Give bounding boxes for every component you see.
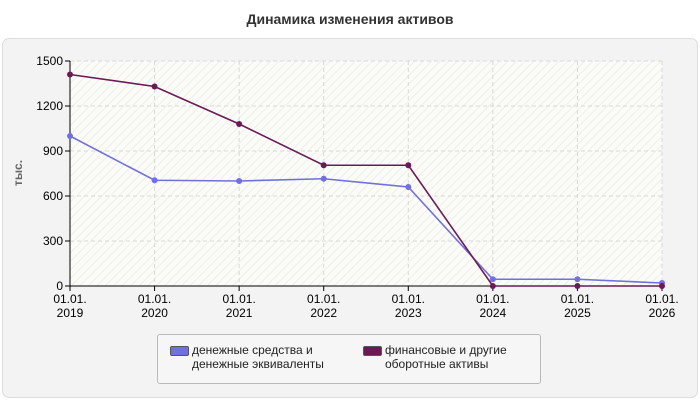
x-tick-label: 01.01. 2023 [392, 292, 425, 320]
x-tick-label: 01.01. 2026 [645, 292, 678, 320]
y-tick-label: 1200 [36, 99, 63, 113]
y-tick-label: 300 [43, 234, 63, 248]
legend-item-financial[interactable]: финансовые и другие оборотные активы [363, 343, 535, 371]
series-line-0 [69, 135, 663, 284]
data-point-s1 [405, 162, 412, 169]
x-tick-label: 01.01. 2025 [561, 292, 594, 320]
legend-item-cash[interactable]: денежные средства и денежные эквиваленты [170, 343, 342, 371]
data-point-s1 [236, 121, 243, 127]
legend-label-cash: денежные средства и денежные эквиваленты [192, 343, 324, 371]
x-tick-label: 01.01. 2019 [53, 292, 86, 320]
legend-label-financial: финансовые и другие оборотные активы [385, 343, 507, 371]
x-tick-label: 01.01. 2020 [138, 292, 171, 320]
data-point-s0 [151, 177, 158, 184]
legend-swatch-cash [170, 346, 189, 356]
data-point-s0 [405, 184, 412, 190]
data-point-s1 [151, 83, 158, 90]
plot-area [70, 61, 662, 286]
chart-title: Динамика изменения активов [246, 11, 454, 27]
data-point-s0 [489, 276, 496, 283]
x-tick-label: 01.01. 2021 [222, 292, 255, 320]
legend: денежные средства и денежные эквиваленты… [157, 334, 541, 384]
y-tick-label: 1500 [36, 54, 63, 68]
x-tick-label: 01.01. 2024 [476, 292, 509, 320]
data-point-s1 [659, 283, 665, 289]
y-tick-label: 600 [43, 189, 63, 203]
data-point-s1 [67, 71, 73, 78]
y-tick-label: 0 [56, 279, 63, 293]
data-point-s0 [236, 178, 243, 184]
data-point-s1 [574, 283, 581, 289]
y-axis-label: тыс. [11, 160, 25, 186]
data-point-s1 [320, 162, 327, 169]
data-point-s0 [574, 276, 581, 283]
y-tick-label: 900 [43, 144, 63, 158]
x-tick-label: 01.01. 2022 [307, 292, 340, 320]
data-point-s0 [67, 133, 73, 139]
legend-swatch-financial [363, 346, 382, 356]
series-line-1 [69, 73, 662, 287]
data-point-s0 [320, 175, 327, 182]
data-point-s1 [489, 283, 496, 289]
